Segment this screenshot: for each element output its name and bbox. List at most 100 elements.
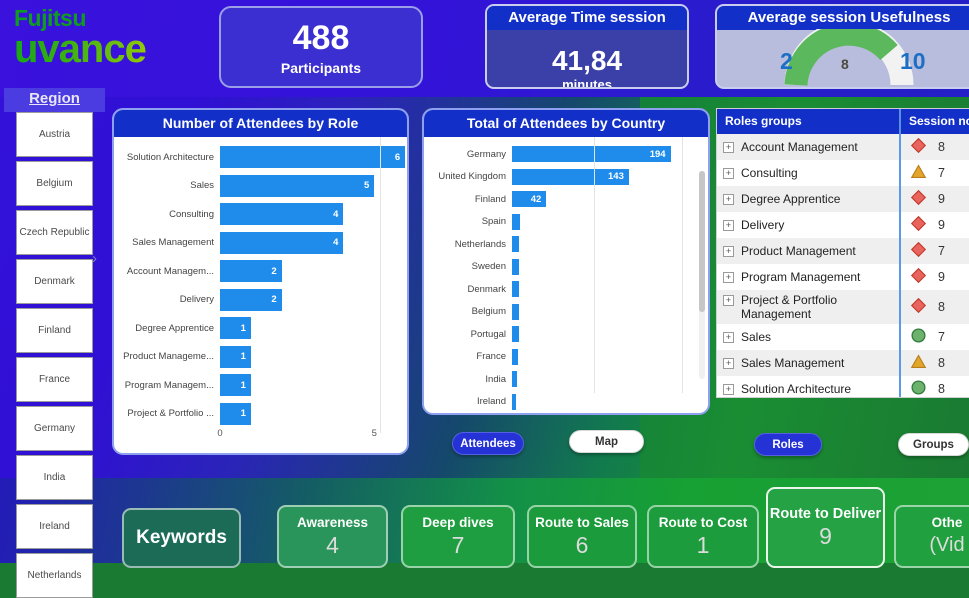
expand-icon[interactable]: + (723, 384, 734, 395)
expand-icon[interactable]: + (723, 194, 734, 205)
table-row[interactable]: + Program Management 9 (717, 264, 969, 290)
tab-groups[interactable]: Groups (898, 433, 969, 456)
tile-route-to-deliver[interactable]: Route to Deliver 9 (766, 487, 885, 568)
region-item-denmark[interactable]: Denmark (16, 259, 93, 304)
bar-row[interactable]: France (430, 346, 700, 369)
bar[interactable]: 1 (220, 374, 251, 397)
bar-row[interactable]: Degree Apprentice 1 (120, 314, 399, 343)
bar-row[interactable]: India (430, 368, 700, 391)
expand-icon[interactable]: + (723, 272, 734, 283)
bar[interactable]: 6 (220, 146, 406, 169)
table-row[interactable]: + Delivery 9 (717, 212, 969, 238)
table-row[interactable]: + Product Management 7 (717, 238, 969, 264)
tile-awareness[interactable]: Awareness 4 (277, 505, 388, 568)
session-no-value: 8 (938, 140, 945, 154)
table-row[interactable]: + Account Management 8 (717, 134, 969, 160)
bar-row[interactable]: Germany 194 (430, 143, 700, 166)
bar-row[interactable]: Program Managem... 1 (120, 371, 399, 400)
bar-row[interactable]: Finland 42 (430, 188, 700, 211)
table-row[interactable]: + Solution Architecture 8 (717, 376, 969, 397)
bar[interactable]: 5 (220, 174, 375, 197)
scrollbar-thumb[interactable] (699, 171, 705, 313)
tile-other[interactable]: Othe (Vid (894, 505, 969, 568)
kpi-average-time[interactable]: Average Time session 41,84 minutes (485, 4, 689, 89)
table-row[interactable]: + Sales Management 8 (717, 350, 969, 376)
bar[interactable]: 4 (220, 231, 344, 254)
expand-icon[interactable]: + (723, 332, 734, 343)
bar-row[interactable]: Product Manageme... 1 (120, 343, 399, 372)
bar-row[interactable]: United Kingdom 143 (430, 166, 700, 189)
expand-icon[interactable]: + (723, 295, 734, 306)
table-cell-role-group: + Sales (717, 327, 899, 347)
bar[interactable]: 2 (220, 288, 282, 311)
status-diamond-red-icon (910, 267, 927, 287)
region-item-austria[interactable]: Austria (16, 112, 93, 157)
bar-row[interactable]: Sweden (430, 256, 700, 279)
bar[interactable]: 143 (512, 168, 629, 185)
bar[interactable] (512, 281, 519, 298)
bar[interactable]: 194 (512, 146, 671, 163)
kpi-session-usefulness[interactable]: Average session Usefulness 2 8 10 (715, 4, 969, 89)
bar[interactable] (512, 326, 519, 343)
bar-row[interactable]: Spain (430, 211, 700, 234)
tile-route-to-sales[interactable]: Route to Sales 6 (527, 505, 637, 568)
chart-country-scrollbar[interactable] (699, 171, 705, 379)
bar[interactable] (512, 258, 520, 275)
tile-deep-dives[interactable]: Deep dives 7 (401, 505, 515, 568)
bar-row[interactable]: Sales Management 4 (120, 229, 399, 258)
column-header-session-no[interactable]: Session no (899, 109, 969, 134)
bar-row[interactable]: Delivery 2 (120, 286, 399, 315)
bar-track: 1 (220, 371, 399, 400)
expand-icon[interactable]: + (723, 246, 734, 257)
bar[interactable] (512, 348, 518, 365)
tile-keywords[interactable]: Keywords (122, 508, 241, 568)
expand-icon[interactable]: + (723, 220, 734, 231)
bar-row[interactable]: Ireland (430, 391, 700, 414)
bar[interactable] (512, 393, 517, 410)
tab-map[interactable]: Map (569, 430, 644, 453)
bar-row[interactable]: Belgium (430, 301, 700, 324)
bar[interactable]: 1 (220, 402, 251, 425)
region-item-czech-republic[interactable]: Czech Republic (16, 210, 93, 255)
x-axis: 0 100 200 (512, 413, 700, 415)
bar[interactable]: 42 (512, 191, 547, 208)
bar[interactable]: 4 (220, 203, 344, 226)
region-item-finland[interactable]: Finland (16, 308, 93, 353)
tab-roles[interactable]: Roles (754, 433, 822, 456)
bar[interactable] (512, 371, 517, 388)
table-row[interactable]: + Sales 7 (717, 324, 969, 350)
bar[interactable]: 1 (220, 317, 251, 340)
column-header-roles-groups[interactable]: Roles groups (725, 114, 802, 128)
bar-row[interactable]: Project & Portfolio ... 1 (120, 400, 399, 429)
region-item-netherlands[interactable]: Netherlands (16, 553, 93, 598)
table-row[interactable]: + Project & Portfolio Management 8 (717, 290, 969, 324)
region-item-india[interactable]: India (16, 455, 93, 500)
bar[interactable] (512, 213, 521, 230)
bar-row[interactable]: Consulting 4 (120, 200, 399, 229)
table-row[interactable]: + Consulting 7 (717, 160, 969, 186)
table-row[interactable]: + Degree Apprentice 9 (717, 186, 969, 212)
bar[interactable]: 1 (220, 345, 251, 368)
region-item-germany[interactable]: Germany (16, 406, 93, 451)
bar[interactable] (512, 236, 520, 253)
bar-row[interactable]: Solution Architecture 6 (120, 143, 406, 172)
bar-row[interactable]: Portugal (430, 323, 700, 346)
chevron-right-icon[interactable]: › (92, 250, 97, 267)
region-item-belgium[interactable]: Belgium (16, 161, 93, 206)
bar-row[interactable]: Account Managem... 2 (120, 257, 399, 286)
bar-row[interactable]: Denmark (430, 278, 700, 301)
expand-icon[interactable]: + (723, 168, 734, 179)
tab-attendees[interactable]: Attendees (452, 432, 524, 455)
bar[interactable] (512, 303, 519, 320)
bar-row[interactable]: Netherlands (430, 233, 700, 256)
region-item-france[interactable]: France (16, 357, 93, 402)
bar[interactable]: 2 (220, 260, 282, 283)
table-cell-role-group: + Sales Management (717, 353, 899, 373)
region-item-ireland[interactable]: Ireland (16, 504, 93, 549)
kpi-participants[interactable]: 488 Participants (219, 6, 423, 88)
tile-route-to-cost[interactable]: Route to Cost 1 (647, 505, 759, 568)
bar-row[interactable]: Sales 5 (120, 172, 399, 201)
expand-icon[interactable]: + (723, 358, 734, 369)
expand-icon[interactable]: + (723, 142, 734, 153)
bar-label: Consulting (169, 208, 214, 220)
